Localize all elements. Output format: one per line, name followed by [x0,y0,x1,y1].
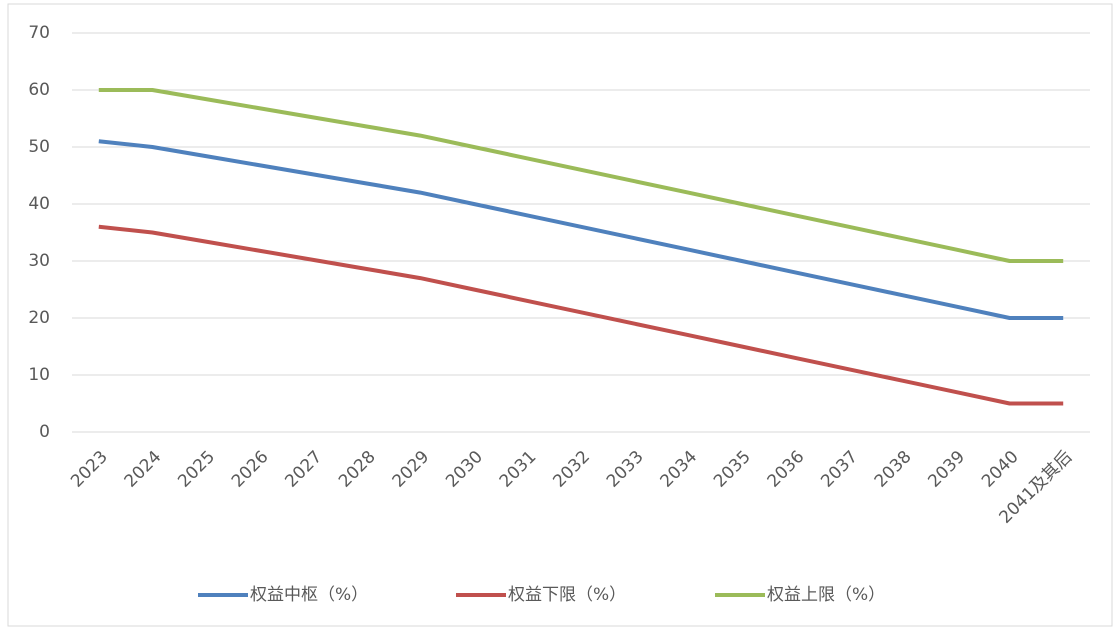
chart-border [7,3,1113,627]
legend-label: 权益下限（%） [508,585,626,605]
legend-label: 权益上限（%） [767,585,885,605]
series-line [98,88,1064,263]
y-tick-label: 30 [28,251,50,271]
y-tick-label: 20 [28,308,50,328]
legend-label: 权益中枢（%） [250,585,368,605]
y-tick-label: 70 [28,23,50,43]
series-line [98,139,1064,320]
y-tick-label: 0 [39,422,50,442]
series-line [98,224,1064,406]
y-tick-label: 50 [28,137,50,157]
y-tick-label: 10 [28,365,50,385]
y-tick-label: 60 [28,80,50,100]
y-tick-label: 40 [28,194,50,214]
